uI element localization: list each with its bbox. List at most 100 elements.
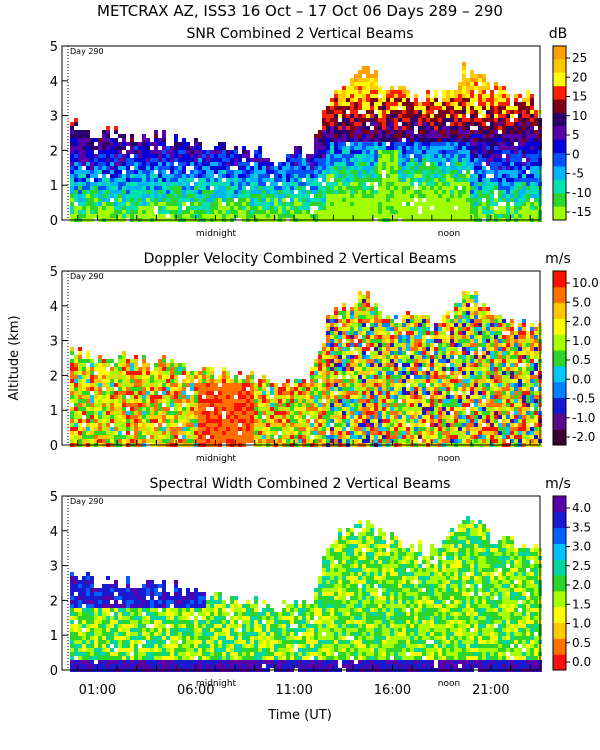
heatmap-cell <box>390 359 394 363</box>
heatmap-cell <box>298 166 302 170</box>
heatmap-cell <box>166 419 170 423</box>
heatmap-cell <box>242 415 246 419</box>
heatmap-cell <box>410 190 414 194</box>
heatmap-cell <box>514 182 518 186</box>
heatmap-cell <box>98 363 102 367</box>
heatmap-cell <box>102 182 106 186</box>
heatmap-cell <box>78 431 82 435</box>
heatmap-cell <box>362 355 366 359</box>
heatmap-cell <box>110 415 114 419</box>
heatmap-cell <box>246 375 250 379</box>
heatmap-cell <box>466 86 470 90</box>
heatmap-cell <box>318 138 322 142</box>
heatmap-cell <box>146 371 150 375</box>
heatmap-cell <box>254 435 258 439</box>
heatmap-cell <box>386 407 390 411</box>
heatmap-cell <box>134 190 138 194</box>
heatmap-cell <box>366 375 370 379</box>
heatmap-cell <box>454 90 458 94</box>
heatmap-cell <box>382 178 386 182</box>
heatmap-cell <box>378 190 382 194</box>
heatmap-cell <box>306 435 310 439</box>
heatmap-cell <box>174 427 178 431</box>
heatmap-cell <box>522 170 526 174</box>
heatmap-cell <box>106 138 110 142</box>
heatmap-cell <box>330 383 334 387</box>
heatmap-cell <box>510 150 514 154</box>
heatmap-cell <box>146 411 150 415</box>
heatmap-cell <box>466 178 470 182</box>
heatmap-cell <box>490 170 494 174</box>
heatmap-cell <box>238 154 242 158</box>
heatmap-cell <box>462 154 466 158</box>
heatmap-cell <box>358 315 362 319</box>
heatmap-cell <box>186 194 190 198</box>
heatmap-cell <box>106 435 110 439</box>
heatmap-cell <box>162 367 166 371</box>
heatmap-cell <box>370 114 374 118</box>
heatmap-cell <box>170 154 174 158</box>
heatmap-cell <box>142 194 146 198</box>
heatmap-cell <box>118 375 122 379</box>
heatmap-cell <box>338 102 342 106</box>
heatmap-cell <box>282 391 286 395</box>
heatmap-cell <box>402 90 406 94</box>
heatmap-cell <box>142 134 146 138</box>
heatmap-cell <box>374 158 378 162</box>
heatmap-cell <box>498 90 502 94</box>
heatmap-cell <box>454 146 458 150</box>
heatmap-cell <box>366 367 370 371</box>
heatmap-cell <box>114 210 118 214</box>
heatmap-cell <box>482 170 486 174</box>
heatmap-cell <box>154 391 158 395</box>
heatmap-cell <box>506 174 510 178</box>
heatmap-cell <box>514 110 518 114</box>
heatmap-cell <box>230 194 234 198</box>
heatmap-cell <box>502 86 506 90</box>
heatmap-cell <box>410 379 414 383</box>
heatmap-cell <box>186 186 190 190</box>
heatmap-cell <box>394 367 398 371</box>
heatmap-cell <box>326 435 330 439</box>
heatmap-cell <box>106 206 110 210</box>
heatmap-cell <box>150 178 154 182</box>
heatmap-cell <box>170 166 174 170</box>
heatmap-cell <box>370 146 374 150</box>
heatmap-cell <box>326 158 330 162</box>
heatmap-cell <box>362 82 366 86</box>
heatmap-cell <box>198 142 202 146</box>
heatmap-cell <box>82 170 86 174</box>
heatmap-cell <box>334 98 338 102</box>
heatmap-cell <box>94 162 98 166</box>
heatmap-cell <box>506 98 510 102</box>
heatmap-cell <box>346 126 350 130</box>
heatmap-cell <box>402 186 406 190</box>
heatmap-cell <box>474 146 478 150</box>
heatmap-cell <box>238 435 242 439</box>
heatmap-cell <box>182 423 186 427</box>
heatmap-cell <box>366 407 370 411</box>
heatmap-cell <box>350 90 354 94</box>
heatmap-cell <box>506 154 510 158</box>
heatmap-cell <box>82 182 86 186</box>
heatmap-cell <box>158 431 162 435</box>
heatmap-cell <box>86 419 90 423</box>
heatmap-cell <box>346 198 350 202</box>
heatmap-cell <box>350 363 354 367</box>
heatmap-cell <box>326 198 330 202</box>
heatmap-cell <box>458 190 462 194</box>
heatmap-cell <box>338 190 342 194</box>
heatmap-cell <box>98 138 102 142</box>
heatmap-cell <box>534 198 538 202</box>
heatmap-cell <box>366 134 370 138</box>
heatmap-cell <box>342 94 346 98</box>
heatmap-cell <box>478 150 482 154</box>
heatmap-cell <box>354 170 358 174</box>
heatmap-cell <box>270 190 274 194</box>
heatmap-cell <box>206 371 210 375</box>
heatmap-cell <box>378 347 382 351</box>
heatmap-cell <box>386 214 390 218</box>
heatmap-cell <box>510 178 514 182</box>
heatmap-cell <box>122 415 126 419</box>
heatmap-cell <box>390 190 394 194</box>
